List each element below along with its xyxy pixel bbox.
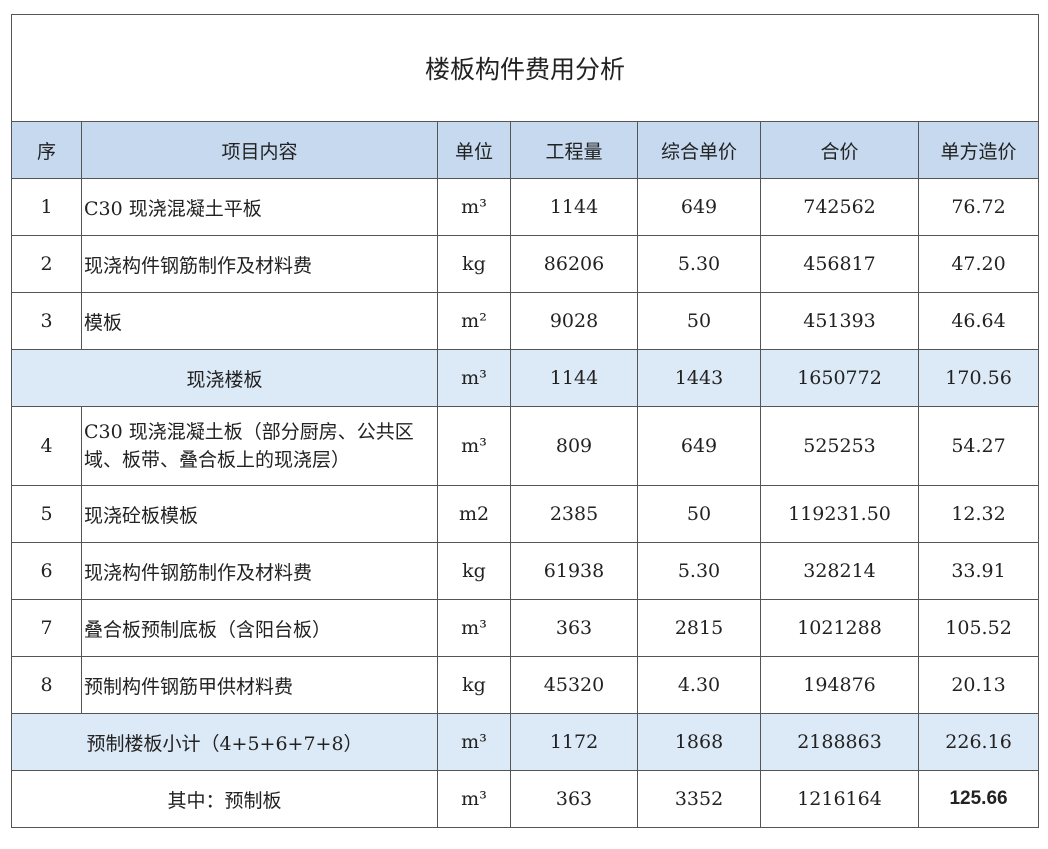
table-row: 6 现浇构件钢筋制作及材料费 kg 61938 5.30 328214 33.91: [11, 542, 1040, 600]
row-no: 3: [11, 292, 82, 350]
row-name: 模板: [81, 292, 438, 350]
row-no: 5: [11, 485, 82, 543]
row-qty: 61938: [510, 542, 638, 600]
row-total: 451393: [760, 292, 919, 350]
row-total: 742562: [760, 178, 919, 236]
row-price: 50: [637, 292, 761, 350]
row-price: 5.30: [637, 542, 761, 600]
row-unit: m²: [437, 292, 511, 350]
table-row: 7 叠合板预制底板（含阳台板） m³ 363 2815 1021288 105.52: [11, 599, 1040, 657]
row-total: 1021288: [760, 599, 919, 657]
row-name: 预制构件钢筋甲供材料费: [81, 656, 438, 714]
row-unit: kg: [437, 656, 511, 714]
subtotal-row: 预制楼板小计（4+5+6+7+8） m³ 1172 1868 2188863 226.16: [11, 713, 1040, 771]
row-unit: m³: [437, 770, 511, 828]
header-total: 合价: [760, 121, 919, 179]
row-qty: 2385: [510, 485, 638, 543]
row-price: 1443: [637, 349, 761, 407]
row-unit-cost: 20.13: [917, 656, 1040, 714]
row-name: C30 现浇混凝土板（部分厨房、公共区域、板带、叠合板上的现浇层）: [81, 406, 438, 486]
row-qty: 809: [510, 406, 638, 486]
row-qty: 1172: [510, 713, 638, 771]
row-no: 1: [11, 178, 82, 236]
row-unit-cost: 54.27: [917, 406, 1040, 486]
row-qty: 9028: [510, 292, 638, 350]
row-price: 4.30: [637, 656, 761, 714]
row-unit: m³: [437, 406, 511, 486]
row-unit-cost: 47.20: [917, 235, 1040, 293]
row-qty: 363: [510, 599, 638, 657]
row-no: 6: [11, 542, 82, 600]
table-row: 1 C30 现浇混凝土平板 m³ 1144 649 742562 76.72: [11, 178, 1040, 236]
table-row: 2 现浇构件钢筋制作及材料费 kg 86206 5.30 456817 47.20: [11, 235, 1040, 293]
row-total: 328214: [760, 542, 919, 600]
row-unit-cost: 12.32: [917, 485, 1040, 543]
row-total: 119231.50: [760, 485, 919, 543]
row-name: 其中：预制板: [11, 770, 438, 828]
header-price: 综合单价: [637, 121, 761, 179]
row-price: 1868: [637, 713, 761, 771]
row-no: 4: [11, 406, 82, 486]
header-unit: 单位: [437, 121, 511, 179]
row-name: 叠合板预制底板（含阳台板）: [81, 599, 438, 657]
table-row: 3 模板 m² 9028 50 451393 46.64: [11, 292, 1040, 350]
row-price: 3352: [637, 770, 761, 828]
row-no: 7: [11, 599, 82, 657]
table-row: 5 现浇砼板模板 m2 2385 50 119231.50 12.32: [11, 485, 1040, 543]
row-price: 50: [637, 485, 761, 543]
row-price: 649: [637, 178, 761, 236]
row-name: 现浇砼板模板: [81, 485, 438, 543]
row-total: 1650772: [760, 349, 919, 407]
row-unit-cost: 125.66: [917, 770, 1040, 828]
row-total: 456817: [760, 235, 919, 293]
row-qty: 86206: [510, 235, 638, 293]
row-qty: 1144: [510, 178, 638, 236]
row-unit-cost: 105.52: [917, 599, 1040, 657]
header-row: 序 项目内容 单位 工程量 综合单价 合价 单方造价: [11, 121, 1040, 179]
row-no: 8: [11, 656, 82, 714]
row-total: 525253: [760, 406, 919, 486]
table-row: 其中：预制板 m³ 363 3352 1216164 125.66: [11, 770, 1040, 828]
row-price: 5.30: [637, 235, 761, 293]
row-unit: kg: [437, 542, 511, 600]
row-unit: m³: [437, 713, 511, 771]
row-unit-cost: 170.56: [917, 349, 1040, 407]
row-total: 194876: [760, 656, 919, 714]
table-title: 楼板构件费用分析: [10, 14, 1040, 122]
row-qty: 45320: [510, 656, 638, 714]
row-name: C30 现浇混凝土平板: [81, 178, 438, 236]
row-name: 预制楼板小计（4+5+6+7+8）: [11, 713, 438, 771]
row-no: 2: [11, 235, 82, 293]
row-name: 现浇楼板: [11, 349, 438, 407]
row-unit: m³: [437, 349, 511, 407]
header-no: 序: [11, 121, 82, 179]
header-item: 项目内容: [81, 121, 438, 179]
row-unit: kg: [437, 235, 511, 293]
table-row: 8 预制构件钢筋甲供材料费 kg 45320 4.30 194876 20.13: [11, 656, 1040, 714]
row-qty: 1144: [510, 349, 638, 407]
subtotal-row: 现浇楼板 m³ 1144 1443 1650772 170.56: [11, 349, 1040, 407]
row-unit-cost: 76.72: [917, 178, 1040, 236]
cost-analysis-table: 楼板构件费用分析 序 项目内容 单位 工程量 综合单价 合价 单方造价 1 C30…: [10, 14, 1040, 828]
row-unit-cost: 46.64: [917, 292, 1040, 350]
row-total: 1216164: [760, 770, 919, 828]
header-unit-cost: 单方造价: [917, 121, 1040, 179]
row-unit: m³: [437, 178, 511, 236]
row-price: 649: [637, 406, 761, 486]
row-total: 2188863: [760, 713, 919, 771]
row-unit: m2: [437, 485, 511, 543]
header-qty: 工程量: [510, 121, 638, 179]
table-row: 4 C30 现浇混凝土板（部分厨房、公共区域、板带、叠合板上的现浇层） m³ 809 6…: [11, 406, 1040, 486]
row-unit-cost: 33.91: [917, 542, 1040, 600]
row-unit-cost: 226.16: [917, 713, 1040, 771]
row-unit: m³: [437, 599, 511, 657]
row-name: 现浇构件钢筋制作及材料费: [81, 542, 438, 600]
row-name: 现浇构件钢筋制作及材料费: [81, 235, 438, 293]
row-price: 2815: [637, 599, 761, 657]
row-qty: 363: [510, 770, 638, 828]
